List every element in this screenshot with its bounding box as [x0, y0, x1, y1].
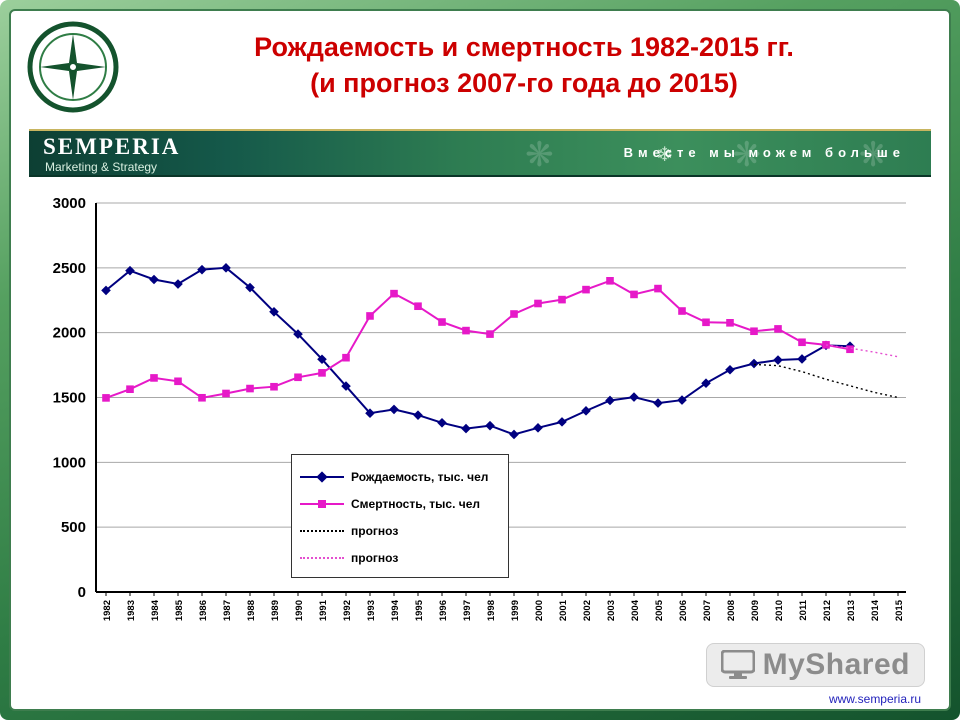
svg-text:1988: 1988 [246, 600, 257, 621]
slide-title-line2: (и прогноз 2007-го года до 2015) [310, 68, 738, 99]
chart-area: 0 500 1000 1500 2000 2500 3000 1982 1983 1984 1985… [21, 189, 931, 654]
semperia-compass-logo-icon [27, 21, 119, 113]
svg-text:1990: 1990 [294, 600, 305, 621]
legend-label: Рождаемость, тыс. чел [351, 469, 489, 484]
svg-text:1997: 1997 [462, 600, 473, 621]
myshared-watermark: MyShared [705, 643, 925, 687]
brand-tagline: Вместе мы можем больше [623, 145, 905, 160]
svg-text:1999: 1999 [510, 600, 521, 621]
svg-text:2014: 2014 [870, 599, 881, 621]
svg-text:1985: 1985 [174, 599, 185, 621]
svg-text:2000: 2000 [53, 325, 86, 342]
svg-text:2015: 2015 [894, 599, 905, 621]
svg-text:1500: 1500 [53, 390, 86, 407]
legend-item-forecast-magenta: прогноз [300, 544, 500, 571]
forecast-black-swatch-icon [300, 526, 344, 536]
slide-inner: Рождаемость и смертность 1982-2015 гг. (… [9, 9, 951, 711]
svg-text:2003: 2003 [606, 600, 617, 621]
svg-text:2000: 2000 [534, 600, 545, 621]
svg-text:1986: 1986 [198, 600, 209, 621]
svg-text:0: 0 [78, 584, 86, 601]
legend-label: Смертность, тыс. чел [351, 496, 481, 511]
svg-text:1984: 1984 [150, 599, 161, 621]
svg-text:1996: 1996 [438, 600, 449, 621]
svg-text:1982: 1982 [102, 600, 113, 621]
svg-text:2004: 2004 [630, 599, 641, 621]
slide-title: Рождаемость и смертность 1982-2015 гг. (… [123, 29, 925, 102]
svg-text:1983: 1983 [126, 600, 137, 621]
svg-text:2007: 2007 [702, 600, 713, 621]
svg-text:500: 500 [61, 519, 86, 536]
snowflake-icon: ❄ [656, 144, 673, 166]
birth-line-swatch-icon [300, 470, 344, 483]
snowflake-pattern-icon: ❋ [858, 136, 888, 174]
svg-text:1994: 1994 [390, 599, 401, 621]
svg-text:1991: 1991 [318, 599, 329, 621]
svg-text:2006: 2006 [678, 600, 689, 621]
svg-text:2011: 2011 [798, 599, 809, 620]
svg-text:1993: 1993 [366, 600, 377, 621]
watermark-text: MyShared [762, 648, 910, 681]
svg-text:1987: 1987 [222, 600, 233, 621]
snowflake-pattern-icon: ❋ [525, 136, 554, 174]
line-chart: 0 500 1000 1500 2000 2500 3000 1982 1983 1984 1985… [53, 195, 906, 621]
snowflake-pattern-icon: ❋ [732, 136, 762, 174]
chart-legend: Рождаемость, тыс. чел Смертность, тыс. ч… [291, 454, 509, 578]
brand-name: SEMPERIA [43, 134, 181, 159]
svg-text:2002: 2002 [582, 600, 593, 621]
legend-item-death: Смертность, тыс. чел [300, 490, 500, 517]
legend-item-forecast-black: прогноз [300, 517, 500, 544]
svg-text:1998: 1998 [486, 600, 497, 621]
svg-text:1995: 1995 [414, 599, 425, 621]
forecast-magenta-swatch-icon [300, 553, 344, 563]
legend-item-birth: Рождаемость, тыс. чел [300, 463, 500, 490]
svg-text:3000: 3000 [53, 195, 86, 212]
svg-text:1989: 1989 [270, 600, 281, 621]
svg-text:2008: 2008 [726, 600, 737, 621]
svg-text:2012: 2012 [822, 600, 833, 621]
brand-subtitle: Marketing & Strategy [45, 160, 158, 174]
svg-text:2013: 2013 [846, 600, 857, 621]
svg-text:2001: 2001 [558, 599, 569, 621]
compass-icon [27, 21, 119, 113]
death-line-swatch-icon [300, 499, 344, 509]
svg-text:2009: 2009 [750, 600, 761, 621]
legend-label: прогноз [351, 523, 399, 538]
svg-text:2010: 2010 [774, 600, 785, 621]
svg-text:2005: 2005 [654, 599, 665, 621]
legend-label: прогноз [351, 550, 399, 565]
monitor-icon [720, 650, 755, 679]
slide-title-line1: Рождаемость и смертность 1982-2015 гг. [254, 32, 794, 62]
svg-text:2500: 2500 [53, 260, 86, 277]
site-link[interactable]: www.semperia.ru [828, 692, 921, 706]
svg-text:1000: 1000 [53, 454, 86, 471]
header-band: SEMPERIA Marketing & Strategy ❋ ❋ ❋ ❄ Вм… [29, 129, 931, 177]
svg-text:1992: 1992 [342, 600, 353, 621]
